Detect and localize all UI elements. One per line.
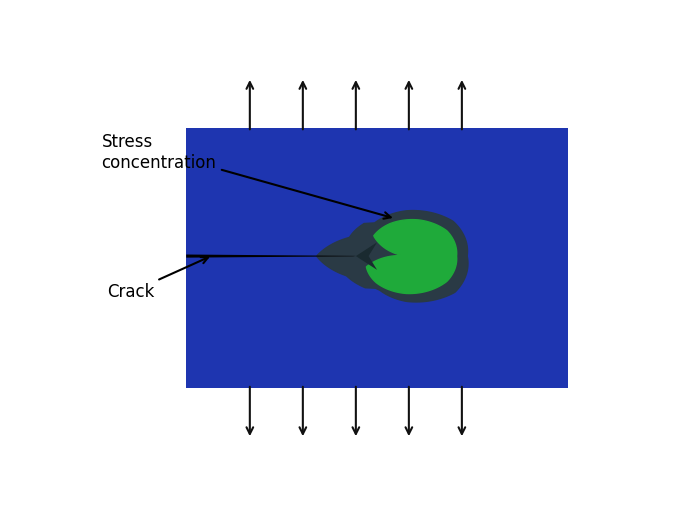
Polygon shape (367, 220, 457, 293)
Polygon shape (317, 211, 468, 302)
Polygon shape (186, 254, 356, 258)
Bar (186, 128, 568, 388)
Polygon shape (356, 242, 377, 270)
Text: Stress
concentration: Stress concentration (101, 133, 391, 219)
Text: Crack: Crack (107, 257, 208, 301)
